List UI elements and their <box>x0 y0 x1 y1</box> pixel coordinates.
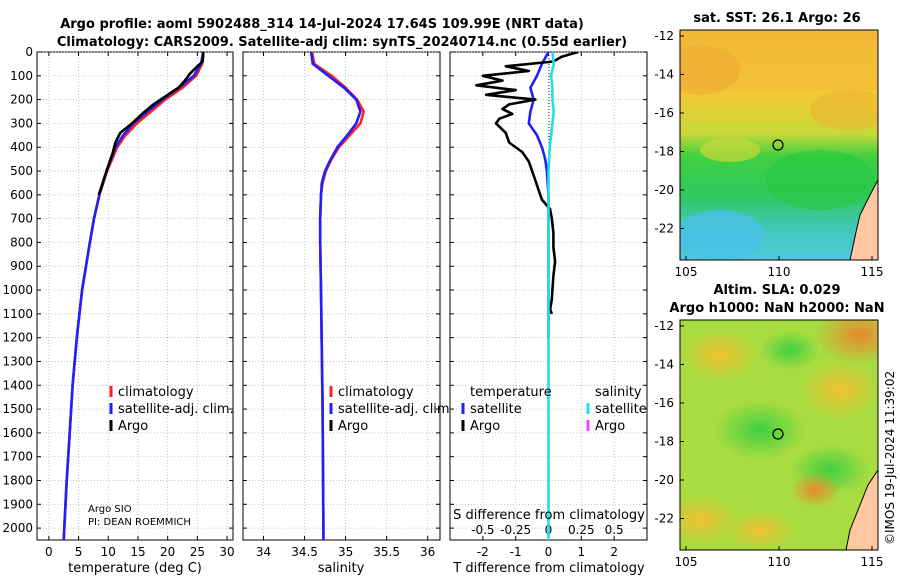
y-tick-label: 400 <box>10 140 33 154</box>
x-tick-label: -2 <box>477 545 489 559</box>
y-tick-label: 1600 <box>2 426 33 440</box>
figure-title-line2: Climatology: CARS2009. Satellite-adj cli… <box>57 35 627 50</box>
y-tick-label: 2000 <box>2 521 33 535</box>
x-tick-label: -1 <box>510 545 522 559</box>
y-tick-label: 1400 <box>2 378 33 392</box>
legend-satellite-adj-s: satellite-adj. clim. <box>338 402 454 417</box>
x2-tick-label: 0.5 <box>605 523 624 537</box>
x-tick-label: 20 <box>160 545 175 559</box>
x-tick-label: 1 <box>578 545 586 559</box>
y-tick-label: 1500 <box>2 402 33 416</box>
y-tick-label: 1000 <box>2 283 33 297</box>
x-tick-label: 25 <box>190 545 205 559</box>
legend-group-salinity: salinity <box>595 385 642 400</box>
sst-argo-marker <box>772 139 784 151</box>
annotation-argo-sio: Argo SIO <box>88 504 132 515</box>
y-tick-label: 1800 <box>2 473 33 487</box>
map-y-tick-label: -14 <box>654 68 674 82</box>
x-tick-label: 0 <box>45 545 53 559</box>
legend-satellite-adj: satellite-adj. clim. <box>118 402 234 417</box>
x-tick-label: 30 <box>219 545 234 559</box>
y-tick-label: 100 <box>10 69 33 83</box>
legend-sal-satellite: satellite <box>595 402 647 417</box>
sla-map-title1: Altim. SLA: 0.029 <box>714 283 841 298</box>
x-tick-label: 36 <box>420 545 435 559</box>
map-x-tick-label: 110 <box>768 555 791 569</box>
legend-climatology: climatology <box>118 385 194 400</box>
map-y-tick-label: -22 <box>654 222 674 236</box>
series-line-argo <box>97 52 205 196</box>
map-y-tick-label: -22 <box>654 512 674 526</box>
legend-argo: Argo <box>118 419 148 434</box>
x-tick-label: 35 <box>338 545 353 559</box>
map-y-tick-label: -18 <box>654 145 674 159</box>
y-tick-label: 1700 <box>2 450 33 464</box>
y-tick-label: 500 <box>10 164 33 178</box>
sla-map: Altim. SLA: 0.029 Argo h1000: NaN h2000:… <box>654 283 884 569</box>
x2-tick-label: -0.25 <box>500 523 531 537</box>
y-tick-label: 700 <box>10 212 33 226</box>
legend-temp-satellite: satellite <box>470 402 522 417</box>
map-y-tick-label: -20 <box>654 183 674 197</box>
x-tick-label: 15 <box>130 545 145 559</box>
annotation-pi: PI: DEAN ROEMMICH <box>88 517 191 528</box>
map-y-tick-label: -16 <box>654 396 674 410</box>
x-tick-label: 34.5 <box>291 545 318 559</box>
map-y-tick-label: -18 <box>654 435 674 449</box>
map-x-tick-label: 110 <box>768 265 791 279</box>
figure-title-line1: Argo profile: aoml 5902488_314 14-Jul-20… <box>60 17 584 32</box>
series-line-satellite-adj-clim- <box>309 52 362 540</box>
difference-xlabel-s: S difference from climatology <box>453 508 645 523</box>
y-tick-label: 1300 <box>2 354 33 368</box>
x-tick-label: 2 <box>610 545 618 559</box>
series-line-temperature-argo <box>474 52 579 315</box>
map-y-tick-label: -20 <box>654 473 674 487</box>
x-tick-label: 10 <box>101 545 116 559</box>
map-x-tick-label: 115 <box>861 265 884 279</box>
y-tick-label: 1100 <box>2 307 33 321</box>
legend-sal-argo: Argo <box>595 419 625 434</box>
sla-map-title2: Argo h1000: NaN h2000: NaN <box>669 301 884 316</box>
difference-xlabel-t: T difference from climatology <box>452 561 645 576</box>
x2-tick-label: -0.5 <box>471 523 494 537</box>
x-tick-label: 0 <box>545 545 553 559</box>
y-tick-label: 800 <box>10 235 33 249</box>
legend-climatology-s: climatology <box>338 385 414 400</box>
map-x-tick-label: 105 <box>675 265 698 279</box>
temperature-panel: 0100200300400500600700800900100011001200… <box>2 45 234 576</box>
sst-map-title: sat. SST: 26.1 Argo: 26 <box>693 11 860 26</box>
x-tick-label: 5 <box>75 545 83 559</box>
map-y-tick-label: -16 <box>654 106 674 120</box>
imos-credit: ©IMOS 19-Jul-2024 11:39:02 <box>883 371 897 545</box>
x-tick-label: 35.5 <box>373 545 400 559</box>
series-line-salinity-satellite <box>547 52 556 540</box>
sla-argo-marker <box>772 428 784 440</box>
salinity-panel: 34 34.5 35 35.5 36 salinity climatology sate… <box>242 51 454 576</box>
map-x-tick-label: 115 <box>861 555 884 569</box>
difference-legend: temperature satellite Argo salinity sate… <box>461 385 647 434</box>
salinity-legend: climatology satellite-adj. clim. Argo <box>329 385 454 434</box>
legend-argo-s: Argo <box>338 419 368 434</box>
y-tick-label: 0 <box>25 45 33 59</box>
map-y-tick-label: -12 <box>654 319 674 333</box>
x-tick-label: 34 <box>256 545 271 559</box>
map-y-tick-label: -12 <box>654 29 674 43</box>
map-y-tick-label: -14 <box>654 358 674 372</box>
map-x-tick-label: 105 <box>675 555 698 569</box>
salinity-xlabel: salinity <box>318 561 365 576</box>
difference-panel: -2 -1 0 1 2-0.5 -0.25 0 0.25 0.5 T difference fr… <box>449 51 648 576</box>
x2-tick-label: 0.25 <box>568 523 595 537</box>
y-tick-label: 600 <box>10 188 33 202</box>
legend-temp-argo: Argo <box>470 419 500 434</box>
temperature-xlabel: temperature (deg C) <box>68 561 202 576</box>
y-tick-label: 900 <box>10 259 33 273</box>
temperature-legend: climatology satellite-adj. clim. Argo <box>109 385 234 434</box>
sst-map: sat. SST: 26.1 Argo: 26 105 110 115 -12 -14 -… <box>654 11 884 279</box>
legend-group-temperature: temperature <box>470 385 552 400</box>
y-tick-label: 200 <box>10 93 33 107</box>
y-tick-label: 1200 <box>2 331 33 345</box>
y-tick-label: 300 <box>10 116 33 130</box>
y-tick-label: 1900 <box>2 497 33 511</box>
